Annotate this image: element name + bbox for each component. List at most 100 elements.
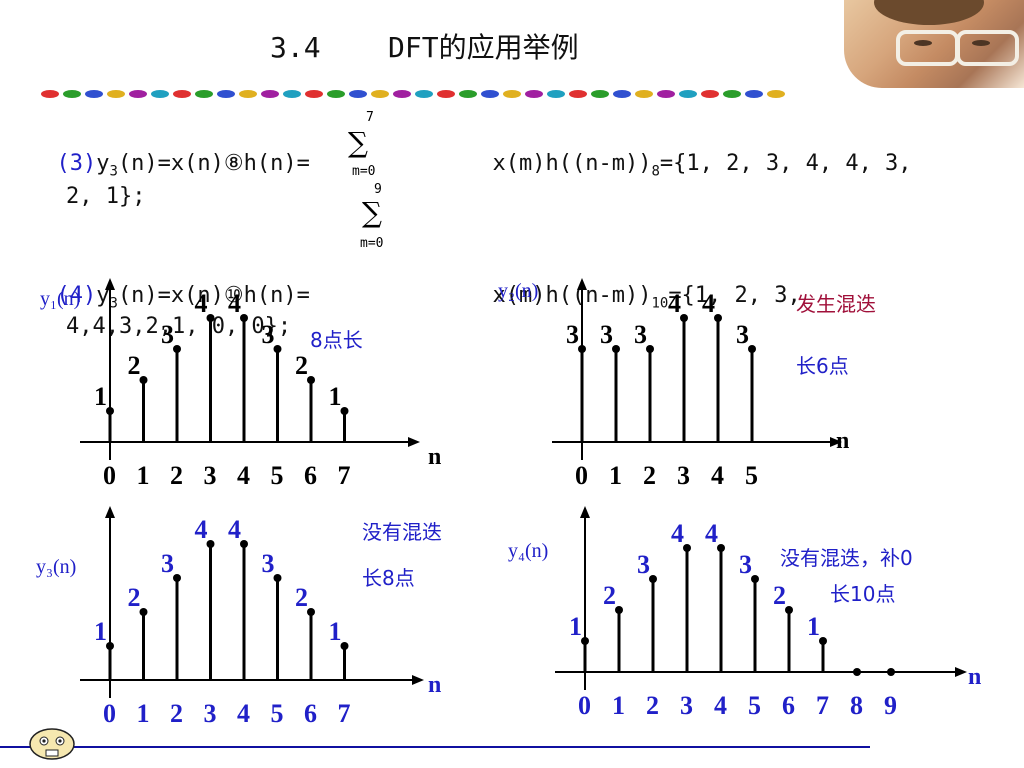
y2-stem-head — [612, 345, 620, 353]
y1-stem-head — [139, 376, 148, 384]
y3-value-label: 1 — [94, 617, 107, 646]
y3-note-no-aliasing: 没有混迭 — [362, 520, 442, 544]
y2-value-label: 4 — [702, 289, 715, 318]
y2-tick-label: 1 — [609, 461, 622, 490]
y2-value-label: 3 — [600, 320, 613, 349]
y4-tick-label: 7 — [816, 691, 829, 720]
y4-value-label: 2 — [773, 581, 786, 610]
y2-value-label: 3 — [634, 320, 647, 349]
eq3-left: (n)=x(n)⑧h(n)= — [117, 151, 310, 176]
divider-dot — [349, 90, 367, 98]
y3-value-label: 4 — [228, 515, 241, 544]
eq4-right: x(m)h((n-m))10={1, 2, 3, — [466, 258, 801, 311]
y1-value-label: 1 — [94, 382, 107, 411]
y2-stem-head — [646, 345, 654, 353]
eq3-sum-top: 7 — [366, 110, 374, 125]
divider-dot — [613, 90, 631, 98]
y4-stem-head — [751, 575, 759, 583]
y1-tick-label: 7 — [338, 461, 351, 490]
divider-dot — [151, 90, 169, 98]
y4-stem-head — [683, 544, 691, 552]
eq3-continuation: 2, 1}; — [66, 184, 146, 209]
eq4-result: ={1, 2, 3, — [668, 283, 801, 308]
divider-dot — [481, 90, 499, 98]
y4-value-label: 1 — [807, 612, 820, 641]
y2-y-arrow — [577, 278, 587, 290]
y4-note-no-aliasing: 没有混迭，补0 — [780, 546, 913, 570]
y4-tick-label: 1 — [612, 691, 625, 720]
y3-value-label: 2 — [295, 583, 308, 612]
y1-stem-head — [206, 314, 215, 322]
y1-stem-head — [173, 345, 181, 353]
divider-dot — [745, 90, 763, 98]
y4-axis-label: n — [968, 664, 981, 690]
y3-stem-head — [307, 608, 315, 616]
y3-value-label: 2 — [128, 583, 141, 612]
y4-stem-head — [717, 544, 725, 552]
y2-label: y₂(n) — [498, 280, 539, 302]
y1-stem-head — [240, 314, 248, 322]
eq4-prefix: (4) — [56, 283, 97, 308]
y3-label: y₃(n) — [36, 556, 77, 578]
divider-dot — [591, 90, 609, 98]
divider-dot — [129, 90, 147, 98]
y4-value-label: 2 — [603, 581, 616, 610]
y1-value-label: 2 — [128, 351, 141, 380]
divider-dot — [767, 90, 785, 98]
eq3-sub: 3 — [109, 163, 118, 180]
y3-tick-label: 0 — [103, 699, 116, 728]
y3-stem-head — [106, 642, 114, 650]
divider-dot — [85, 90, 103, 98]
y4-note-length: 长10点 — [830, 582, 896, 606]
eq4-mod: 10 — [651, 295, 669, 312]
y4-y-arrow — [580, 506, 590, 518]
y3-value-label: 4 — [195, 515, 208, 544]
y1-stem-head — [273, 345, 282, 353]
y3-stem-head — [273, 574, 282, 582]
y2-value-label: 3 — [566, 320, 579, 349]
y1-value-label: 3 — [161, 320, 174, 349]
y3-value-label: 3 — [262, 549, 275, 578]
y4-value-label: 4 — [705, 519, 718, 548]
decorative-dot-divider — [40, 88, 785, 100]
y4-label: y₄(n) — [508, 540, 549, 562]
y3-stem-head — [173, 574, 181, 582]
eq4-left: (n)=x(n)⑩h(n)= — [117, 283, 310, 308]
y1-value-label: 1 — [329, 382, 342, 411]
y3-note-length: 长8点 — [362, 566, 415, 590]
eq4-sum-symbol: ∑ — [362, 196, 382, 229]
y2-tick-label: 0 — [575, 461, 588, 490]
y1-value-label: 3 — [262, 320, 275, 349]
y3-tick-label: 6 — [304, 699, 317, 728]
divider-dot — [569, 90, 587, 98]
eq3-right: x(m)h((n-m))8={1, 2, 3, 4, 4, 3, — [466, 126, 912, 179]
y4-value-label: 1 — [569, 612, 582, 641]
y1-value-label: 4 — [195, 289, 208, 318]
y2-stem-head — [748, 345, 756, 353]
divider-dot — [547, 90, 565, 98]
divider-dot — [173, 90, 191, 98]
y1-tick-label: 3 — [204, 461, 217, 490]
y2-tick-label: 4 — [711, 461, 724, 490]
equation-4: (4)y3(n)=x(n)⑩h(n)= — [30, 258, 310, 311]
divider-dot — [415, 90, 433, 98]
y1-value-label: 2 — [295, 351, 308, 380]
y4-tick-label: 0 — [578, 691, 591, 720]
divider-dot — [283, 90, 301, 98]
y3-axis-label: n — [428, 672, 441, 698]
y4-stem-head — [649, 575, 657, 583]
divider-dot — [679, 90, 697, 98]
divider-dot — [459, 90, 477, 98]
y1-tick-label: 6 — [304, 461, 317, 490]
mascot-icon — [22, 726, 82, 760]
y3-tick-label: 1 — [137, 699, 150, 728]
page-title: 3.4 DFT的应用举例 — [270, 31, 579, 64]
divider-dot — [195, 90, 213, 98]
y2-value-label: 3 — [736, 320, 749, 349]
y2-stem-head — [578, 345, 586, 353]
eq4-sum-bottom: m=0 — [360, 236, 384, 251]
y1-tick-label: 2 — [170, 461, 183, 490]
